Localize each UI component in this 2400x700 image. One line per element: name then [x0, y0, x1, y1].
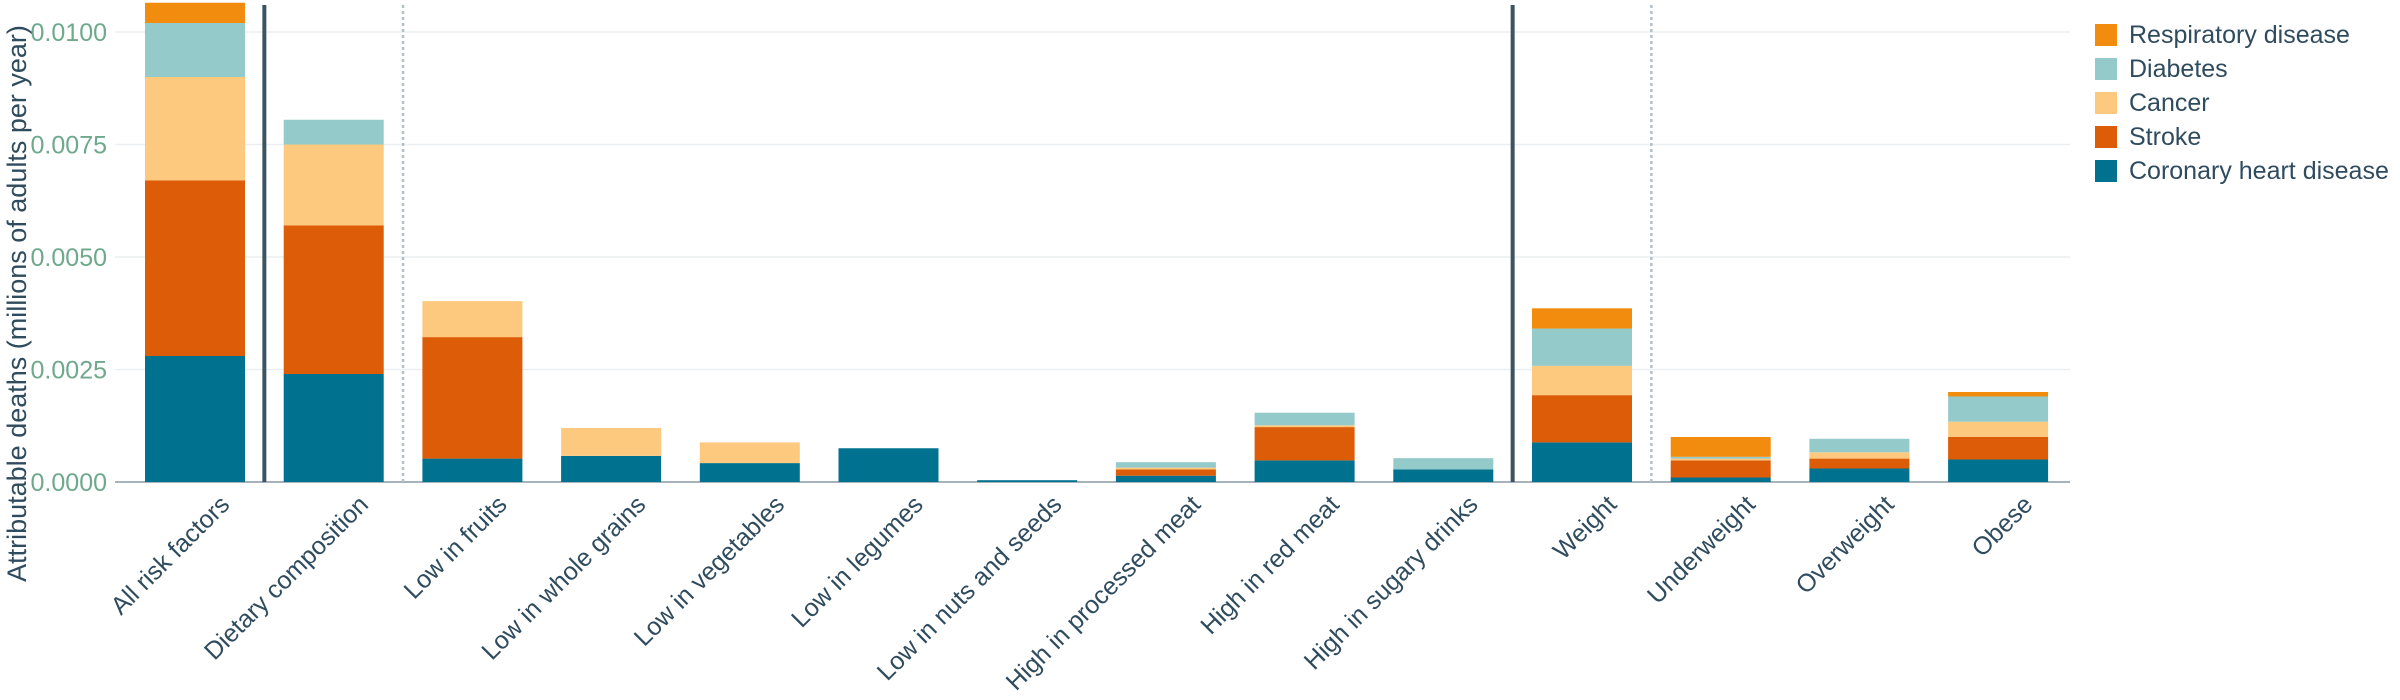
bar-segment-diabetes: [283, 119, 384, 145]
bar-segment-cancer: [561, 428, 662, 456]
legend-item: Stroke: [2095, 120, 2389, 154]
bar-segment-coronary-heart-disease: [561, 455, 662, 482]
bar-segment-stroke: [283, 225, 384, 374]
bar-segment-cancer: [1254, 425, 1355, 428]
legend-swatch: [2095, 92, 2117, 114]
x-tick-label: Underweight: [1642, 490, 1761, 609]
bar-segment-diabetes: [1254, 412, 1355, 426]
x-tick-label: Low in vegetables: [629, 490, 790, 651]
bar-segment-diabetes: [1115, 462, 1216, 468]
legend-swatch: [2095, 126, 2117, 148]
bar-segment-coronary-heart-disease: [1532, 442, 1632, 482]
x-tick-label: All risk factors: [105, 490, 235, 620]
bar-segment-coronary-heart-disease: [1948, 459, 2049, 482]
bar-segment-cancer: [1948, 421, 2049, 437]
x-tick-label: Weight: [1548, 490, 1623, 565]
y-tick-label: 0.0025: [31, 357, 107, 385]
bar-segment-coronary-heart-disease: [422, 458, 523, 482]
bar-segment-cancer: [699, 442, 800, 464]
bar-segment-coronary-heart-disease: [1393, 469, 1494, 482]
bar-segment-diabetes: [1393, 458, 1494, 470]
bar-segment-coronary-heart-disease: [145, 356, 245, 482]
legend-item: Cancer: [2095, 86, 2389, 120]
legend-label: Coronary heart disease: [2129, 156, 2389, 185]
y-tick-label: 0.0100: [31, 19, 107, 47]
x-tick-label: Overweight: [1790, 490, 1899, 599]
bar-segment-coronary-heart-disease: [699, 463, 800, 482]
legend-item: Coronary heart disease: [2095, 154, 2389, 188]
x-tick-label: High in red meat: [1195, 490, 1345, 640]
bar-segment-diabetes: [1948, 396, 2049, 422]
legend-swatch: [2095, 160, 2117, 182]
bar-segment-cancer: [1670, 458, 1771, 461]
bar-segment-coronary-heart-disease: [1809, 468, 1910, 482]
bar-segment-coronary-heart-disease: [1670, 477, 1771, 482]
bar-segment-stroke: [1115, 469, 1216, 476]
y-axis-label: Attributable deaths (millions of adults …: [2, 25, 32, 582]
bar-segment-coronary-heart-disease: [283, 374, 384, 482]
bar-segment-respiratory-disease: [1948, 392, 2049, 397]
legend-swatch: [2095, 24, 2117, 46]
bar-segment-respiratory-disease: [1532, 308, 1632, 329]
y-tick-label: 0.0050: [31, 244, 107, 272]
bar-segment-cancer: [1115, 467, 1216, 470]
legend-label: Stroke: [2129, 122, 2202, 151]
bar-segment-stroke: [1948, 437, 2049, 460]
bar-segment-stroke: [1809, 458, 1910, 469]
bar-segment-stroke: [422, 337, 523, 459]
bar-segment-coronary-heart-disease: [1254, 460, 1355, 482]
bar-segment-cancer: [1532, 365, 1632, 396]
bar-segment-stroke: [1532, 395, 1632, 443]
legend-swatch: [2095, 58, 2117, 80]
bar-segment-cancer: [422, 301, 523, 338]
legend-label: Diabetes: [2129, 54, 2228, 83]
bar-segment-diabetes: [145, 23, 245, 77]
bar-segment-diabetes: [1532, 328, 1632, 366]
x-tick-label: Low in legumes: [786, 490, 929, 633]
bar-segment-coronary-heart-disease: [838, 448, 939, 482]
bar-segment-stroke: [1670, 460, 1771, 478]
legend-item: Diabetes: [2095, 52, 2389, 86]
bar-segment-respiratory-disease: [145, 2, 245, 23]
bar-segment-coronary-heart-disease: [977, 480, 1078, 482]
y-tick-label: 0.0000: [31, 469, 107, 497]
x-tick-label: Obese: [1966, 490, 2038, 562]
bar-segment-diabetes: [1670, 456, 1771, 459]
bar-segment-stroke: [145, 180, 245, 356]
y-tick-label: 0.0075: [31, 132, 107, 160]
stacked-bar-chart: 0.0000 0.0025 0.0050 0.0075 0.0100 All risk f…: [2, 2, 2070, 696]
bar-segment-cancer: [145, 77, 245, 181]
x-tick-label: Low in fruits: [399, 490, 513, 604]
bar-segment-coronary-heart-disease: [1115, 475, 1216, 482]
bar-segment-stroke: [1254, 427, 1355, 461]
bar-segment-cancer: [283, 144, 384, 226]
bar-segment-diabetes: [1809, 438, 1910, 453]
legend-label: Respiratory disease: [2129, 20, 2350, 49]
bar-segment-cancer: [1809, 452, 1910, 459]
chart-legend: Respiratory disease Diabetes Cancer Stroke C…: [2095, 18, 2389, 188]
bar-segment-respiratory-disease: [1670, 437, 1771, 457]
legend-label: Cancer: [2129, 88, 2210, 117]
legend-item: Respiratory disease: [2095, 18, 2389, 52]
